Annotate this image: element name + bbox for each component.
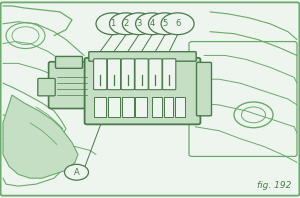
FancyBboxPatch shape [135, 97, 147, 117]
FancyBboxPatch shape [163, 59, 176, 90]
Text: 1: 1 [110, 19, 115, 28]
FancyBboxPatch shape [94, 59, 107, 90]
Polygon shape [3, 95, 78, 178]
Circle shape [161, 13, 194, 35]
Circle shape [122, 13, 155, 35]
Circle shape [234, 102, 273, 128]
Text: fig. 192: fig. 192 [256, 181, 291, 190]
Circle shape [148, 13, 182, 35]
FancyBboxPatch shape [175, 97, 184, 117]
Text: A: A [74, 168, 80, 177]
FancyBboxPatch shape [56, 56, 82, 68]
FancyBboxPatch shape [94, 97, 106, 117]
Text: 5: 5 [162, 19, 168, 28]
FancyBboxPatch shape [152, 97, 162, 117]
Circle shape [110, 13, 142, 35]
Text: 6: 6 [175, 19, 180, 28]
FancyBboxPatch shape [121, 59, 134, 90]
FancyBboxPatch shape [149, 59, 162, 90]
FancyBboxPatch shape [85, 58, 200, 124]
Text: 2: 2 [123, 19, 129, 28]
Circle shape [64, 164, 88, 180]
Circle shape [12, 27, 39, 45]
FancyBboxPatch shape [38, 78, 55, 96]
Circle shape [136, 13, 169, 35]
FancyBboxPatch shape [89, 52, 196, 61]
Text: 4: 4 [149, 19, 155, 28]
FancyBboxPatch shape [122, 97, 134, 117]
FancyBboxPatch shape [196, 62, 211, 116]
FancyBboxPatch shape [107, 59, 121, 90]
FancyBboxPatch shape [49, 62, 95, 109]
FancyBboxPatch shape [135, 59, 148, 90]
Circle shape [6, 23, 45, 49]
Circle shape [242, 107, 266, 123]
FancyBboxPatch shape [164, 97, 173, 117]
FancyBboxPatch shape [1, 2, 299, 196]
Circle shape [96, 13, 129, 35]
Text: 3: 3 [136, 19, 142, 28]
FancyBboxPatch shape [108, 97, 120, 117]
